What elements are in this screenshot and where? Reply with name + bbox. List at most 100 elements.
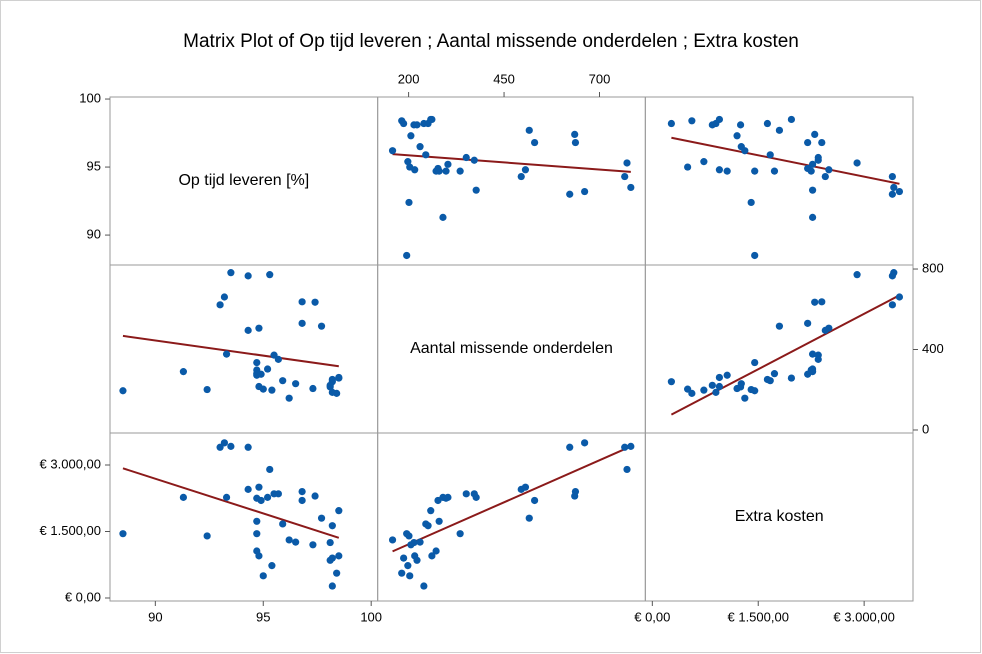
point <box>627 442 635 450</box>
y-tick-label: € 3.000,00 <box>40 456 101 471</box>
point <box>888 301 896 309</box>
point <box>741 394 749 402</box>
point <box>804 138 812 147</box>
point <box>708 381 716 389</box>
fit-line <box>392 153 631 173</box>
y-tick-label: 100 <box>79 90 101 105</box>
point <box>317 514 326 522</box>
point <box>715 382 723 391</box>
point <box>814 351 822 359</box>
point <box>708 121 716 129</box>
point <box>268 386 276 394</box>
x-tick-label: € 1.500,00 <box>728 609 789 624</box>
point <box>424 522 432 530</box>
point <box>432 547 440 555</box>
point <box>317 322 326 330</box>
y-tick-label: 0 <box>922 421 929 436</box>
point <box>667 119 675 128</box>
point <box>255 382 263 391</box>
point <box>403 530 411 538</box>
x-tick-label: 90 <box>148 609 162 624</box>
point <box>435 167 443 175</box>
panel <box>644 432 914 602</box>
point <box>179 368 187 376</box>
point <box>787 115 796 124</box>
fit-line <box>122 334 339 368</box>
point <box>807 167 815 175</box>
fit-line <box>122 467 340 539</box>
point <box>470 156 478 164</box>
point <box>821 172 829 181</box>
variable-label: Op tijd leveren [%] <box>178 172 309 189</box>
point <box>270 490 278 498</box>
point <box>428 115 436 124</box>
point <box>413 121 421 129</box>
point <box>311 298 319 306</box>
point <box>531 496 539 505</box>
point <box>571 488 580 496</box>
point <box>808 213 817 221</box>
point <box>621 172 629 181</box>
variable-label: Extra kosten <box>735 508 824 525</box>
point <box>751 167 759 175</box>
point <box>298 488 306 496</box>
x-tick-label: 700 <box>589 71 611 86</box>
point <box>736 121 745 129</box>
point <box>253 494 261 502</box>
point <box>266 465 274 474</box>
point <box>811 130 819 139</box>
point <box>292 380 300 388</box>
point <box>700 158 708 166</box>
point <box>581 187 589 196</box>
point <box>411 166 419 174</box>
point <box>253 530 261 538</box>
point <box>335 507 343 515</box>
point <box>715 115 723 124</box>
point <box>335 373 343 382</box>
point <box>723 167 731 175</box>
point <box>263 493 272 501</box>
point <box>244 326 252 334</box>
point <box>888 190 896 198</box>
point <box>404 158 412 166</box>
point <box>444 493 452 501</box>
point <box>818 138 826 147</box>
point <box>216 443 224 451</box>
point <box>895 187 904 196</box>
point <box>220 293 229 301</box>
point <box>388 536 397 544</box>
point <box>328 375 336 384</box>
point <box>462 153 470 162</box>
point <box>326 538 334 547</box>
point <box>808 365 817 373</box>
point <box>410 538 418 547</box>
fit-line <box>670 294 900 416</box>
point <box>298 496 306 505</box>
point <box>309 541 317 549</box>
point <box>521 483 530 491</box>
point <box>462 490 470 498</box>
point <box>119 530 127 538</box>
x-tick-label: 95 <box>256 609 270 624</box>
point <box>119 387 127 395</box>
point <box>723 371 731 379</box>
point <box>763 375 772 384</box>
point <box>442 167 450 175</box>
point <box>751 358 759 367</box>
point <box>751 251 759 260</box>
point <box>684 385 692 393</box>
point <box>298 298 306 306</box>
point <box>853 271 861 279</box>
point <box>435 517 443 525</box>
point <box>285 536 293 544</box>
point <box>422 151 430 159</box>
point <box>227 442 235 450</box>
point <box>259 572 267 580</box>
y-tick-label: 95 <box>87 158 101 173</box>
point <box>328 582 336 590</box>
point <box>581 439 589 447</box>
point <box>255 324 263 332</box>
point <box>416 143 424 151</box>
point <box>525 514 533 522</box>
